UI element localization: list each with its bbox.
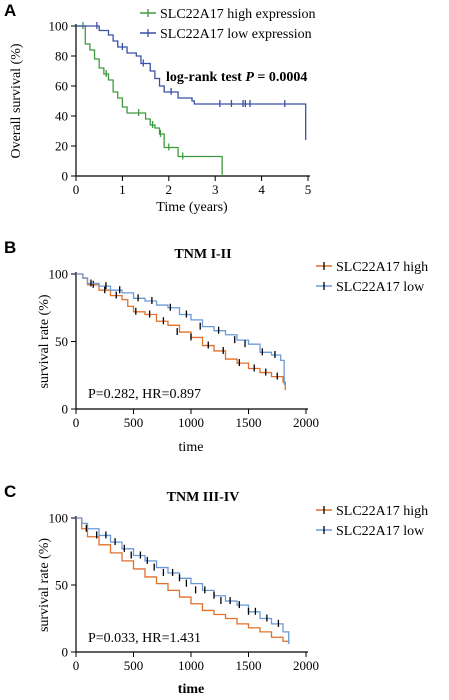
x-tick-label: 2 xyxy=(166,182,173,197)
legend-label: SLC22A17 high xyxy=(336,260,428,275)
x-tick-label: 1000 xyxy=(178,415,204,430)
panel-letter: B xyxy=(4,238,16,257)
series-low: SLC22A17 low expression xyxy=(76,22,312,140)
legend-label: SLC22A17 high expression xyxy=(160,7,316,22)
x-tick-label: 1000 xyxy=(178,658,204,673)
x-tick-label: 500 xyxy=(124,658,144,673)
x-axis-label: time xyxy=(179,440,204,455)
x-tick-label: 1 xyxy=(119,182,126,197)
y-tick-label: 50 xyxy=(55,578,68,593)
y-tick-label: 100 xyxy=(49,511,69,526)
legend-label: SLC22A17 high xyxy=(336,504,428,519)
series-low: SLC22A17 low xyxy=(76,273,425,385)
x-tick-label: 0 xyxy=(73,658,80,673)
x-tick-label: 500 xyxy=(124,415,144,430)
x-axis-label: Time (years) xyxy=(156,200,228,215)
series-low: SLC22A17 low xyxy=(76,517,425,644)
x-axis-label: time xyxy=(178,682,204,697)
survival-curve xyxy=(76,25,223,176)
series-high: SLC22A17 high expression xyxy=(76,7,316,176)
y-tick-label: 40 xyxy=(55,109,68,124)
x-tick-label: 2000 xyxy=(293,415,319,430)
panel-letter: A xyxy=(4,1,16,20)
x-tick-label: 1500 xyxy=(236,658,262,673)
x-tick-label: 1500 xyxy=(236,415,262,430)
y-tick-label: 20 xyxy=(55,139,68,154)
y-tick-label: 0 xyxy=(62,402,69,417)
y-tick-label: 100 xyxy=(49,19,69,34)
x-tick-label: 5 xyxy=(305,182,312,197)
stats-annotation: P=0.282, HR=0.897 xyxy=(88,387,201,402)
y-tick-label: 60 xyxy=(55,79,68,94)
y-axis-label: Overall survival (%) xyxy=(9,43,24,158)
annotation-p: P xyxy=(245,70,254,85)
x-tick-label: 0 xyxy=(73,182,80,197)
x-tick-label: 2000 xyxy=(293,658,319,673)
survival-curve xyxy=(76,517,290,644)
x-tick-label: 0 xyxy=(73,415,80,430)
series-high: SLC22A17 high xyxy=(76,504,428,643)
y-tick-label: 0 xyxy=(62,645,69,660)
stats-annotation: P=0.033, HR=1.431 xyxy=(88,631,201,646)
legend-label: SLC22A17 low xyxy=(336,524,425,539)
y-tick-label: 100 xyxy=(49,267,69,282)
series-high: SLC22A17 high xyxy=(76,260,428,391)
survival-curve xyxy=(76,273,286,391)
panel-title: TNM I-II xyxy=(174,247,231,262)
x-tick-label: 4 xyxy=(258,182,265,197)
x-tick-label: 3 xyxy=(212,182,219,197)
y-axis-label: survival rate (%) xyxy=(37,538,52,632)
annotation-value: = 0.0004 xyxy=(254,70,307,85)
legend-label: SLC22A17 low xyxy=(336,280,425,295)
y-axis-label: survival rate (%) xyxy=(37,294,52,388)
y-tick-label: 0 xyxy=(62,169,69,184)
legend-label: SLC22A17 low expression xyxy=(160,27,312,42)
y-tick-label: 50 xyxy=(55,334,68,349)
y-tick-label: 80 xyxy=(55,49,68,64)
logrank-annotation: log-rank test P = 0.0004 xyxy=(166,70,307,85)
survival-curve xyxy=(76,25,307,140)
panel-a: A 0 20 40 60 80 100 0 1 2 3 4 5 Time (years) Overall s… xyxy=(4,1,316,215)
panel-title: TNM III-IV xyxy=(167,490,240,505)
annotation-text: log-rank test xyxy=(166,70,245,85)
panel-letter: C xyxy=(4,482,16,501)
survival-curve xyxy=(76,517,290,643)
